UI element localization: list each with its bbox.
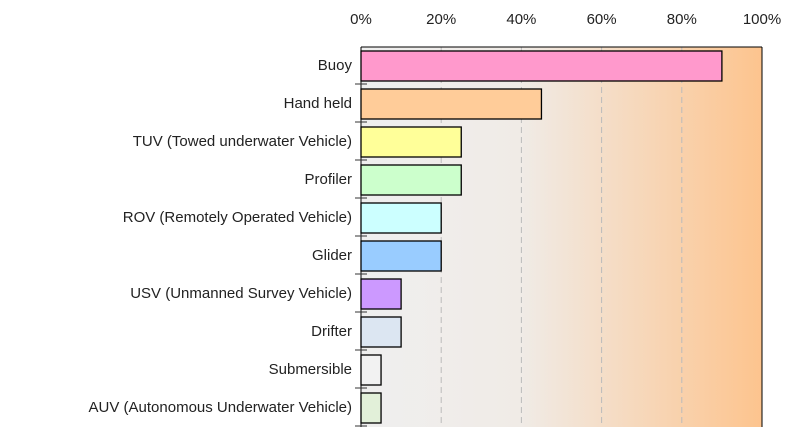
x-tick-label: 20% [426, 11, 456, 28]
bar [360, 202, 442, 234]
y-tick-label: Glider [312, 247, 352, 264]
x-tick-label: 0% [350, 11, 372, 28]
y-tick-label: USV (Unmanned Survey Vehicle) [130, 285, 352, 302]
y-tick-label: Drifter [311, 323, 352, 340]
x-tick-label: 80% [667, 11, 697, 28]
bar [360, 88, 543, 120]
bar [360, 278, 402, 310]
x-tick-label: 100% [743, 11, 781, 28]
y-tick-label: Submersible [269, 361, 352, 378]
x-tick-label: 60% [587, 11, 617, 28]
bar [360, 240, 442, 272]
y-tick-label: AUV (Autonomous Underwater Vehicle) [89, 399, 352, 416]
y-tick-label: Buoy [318, 57, 353, 74]
x-tick-label: 40% [506, 11, 536, 28]
y-tick-label: Profiler [304, 171, 352, 188]
bar [360, 392, 382, 424]
y-tick-label: Hand held [284, 95, 352, 112]
bar [360, 316, 402, 348]
bar [360, 50, 723, 82]
bar [360, 354, 382, 386]
bar [360, 126, 462, 158]
y-tick-label: ROV (Remotely Operated Vehicle) [123, 209, 352, 226]
y-tick-label: TUV (Towed underwater Vehicle) [133, 133, 352, 150]
bar [360, 164, 462, 196]
